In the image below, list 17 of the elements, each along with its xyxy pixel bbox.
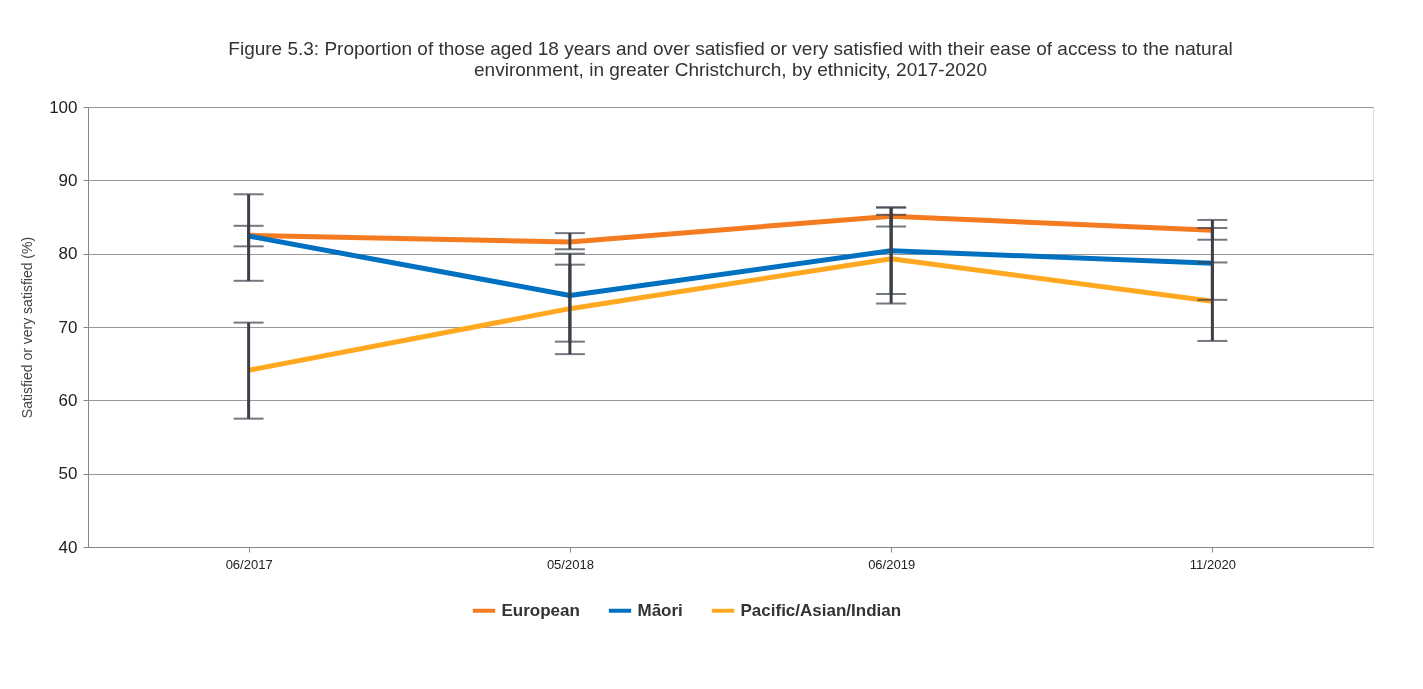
y-tick-label: 60 — [58, 390, 78, 410]
y-tick-label: 40 — [58, 537, 78, 557]
x-tick-label: 06/2019 — [868, 556, 916, 572]
y-axis-title: Satisfied or very satisfied (%) — [19, 236, 36, 419]
legend-label: Māori — [637, 600, 683, 620]
legend-label: Pacific/Asian/Indian — [740, 600, 902, 620]
y-tick-label: 50 — [58, 464, 78, 484]
x-tick-label: 11/2020 — [1189, 556, 1236, 572]
y-tick-label: 70 — [58, 317, 78, 337]
x-tick-label: 05/2018 — [546, 556, 594, 572]
text: environment, in greater Christchurch, by ethnicity, 2017-2020 — [474, 59, 987, 80]
text: Figure 5.3: Proportion of those aged 18 years and over satisfied or very satisfied with their ease of access to the natural — [228, 38, 1233, 59]
legend-label: European — [501, 600, 580, 620]
y-tick-label: 90 — [58, 170, 78, 190]
y-tick-label: 100 — [49, 97, 78, 117]
y-tick-label: 80 — [58, 244, 78, 264]
x-tick-label: 06/2017 — [225, 556, 273, 572]
